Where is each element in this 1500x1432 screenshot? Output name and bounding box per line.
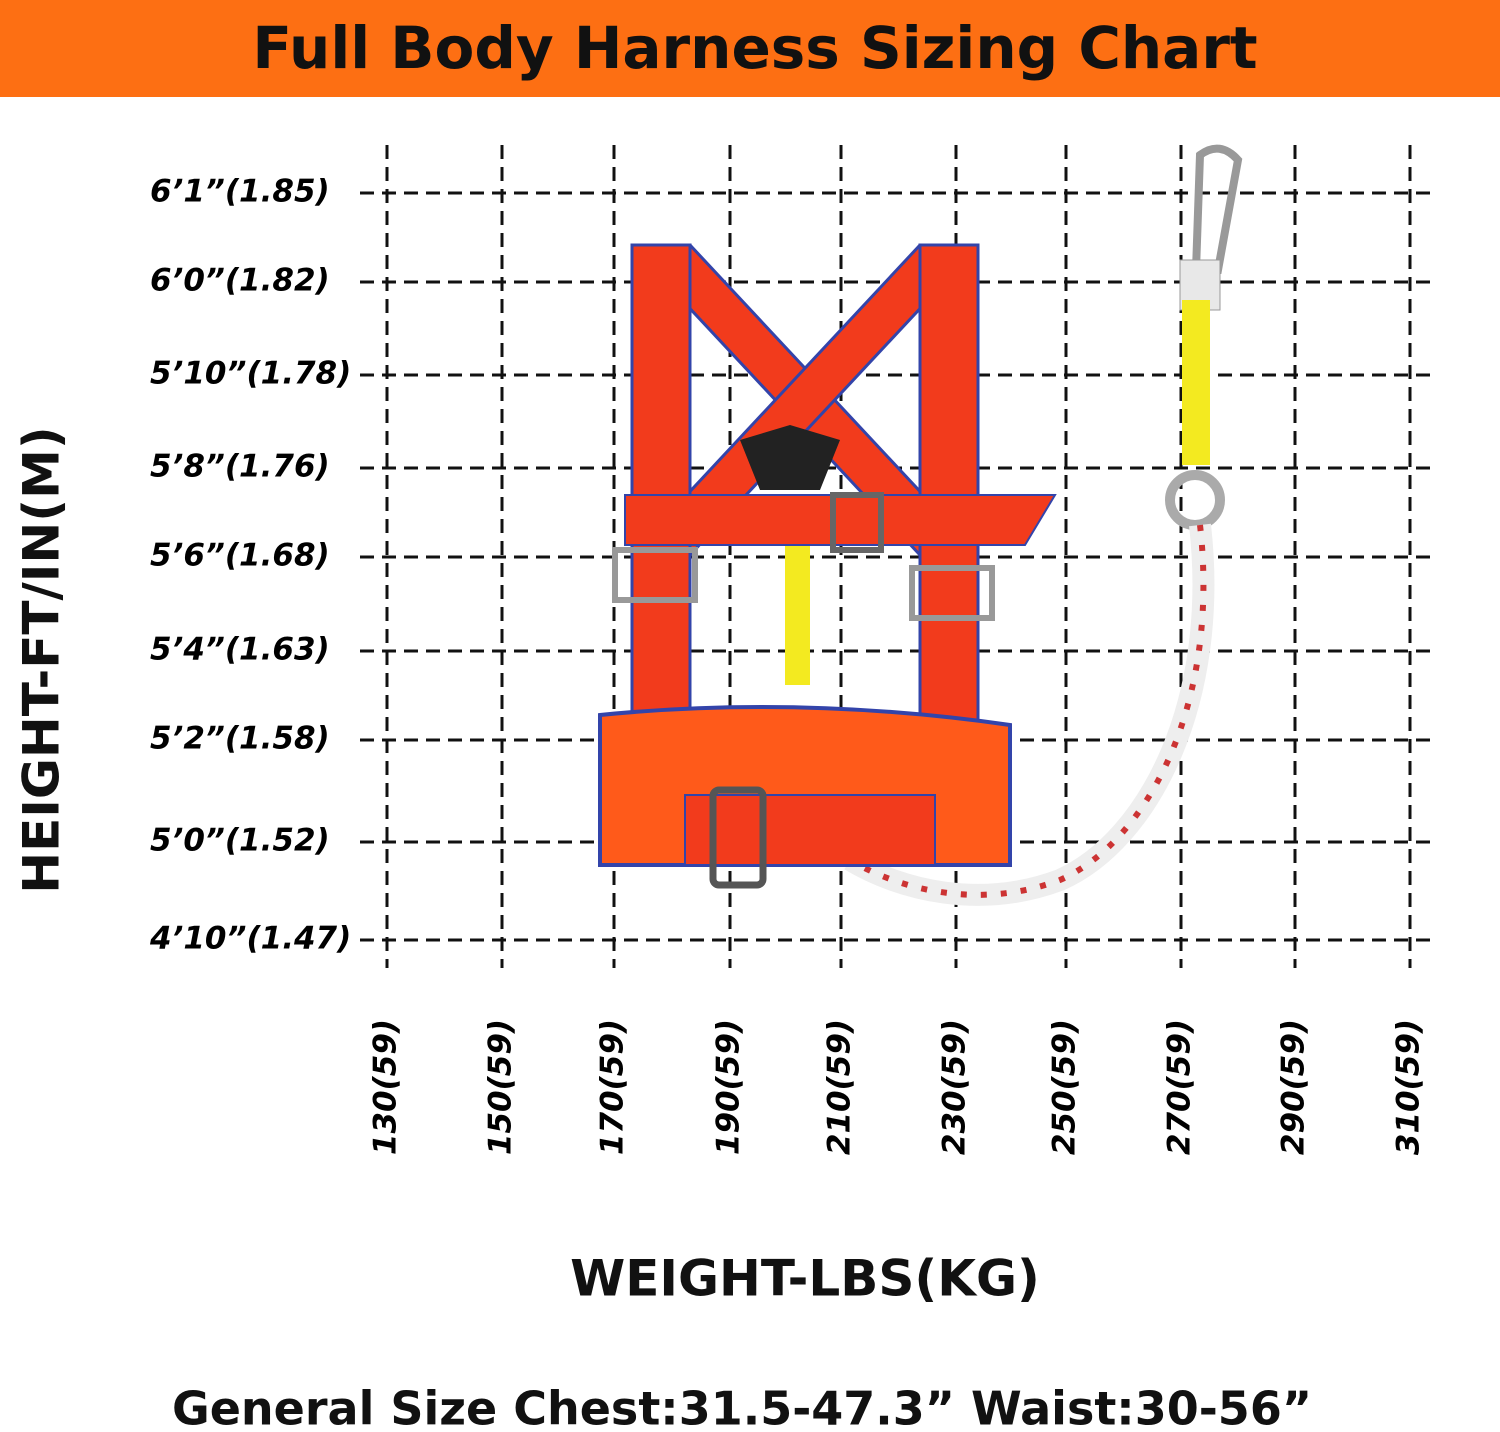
footer-text: General Size Chest:31.5-47.3” Waist:30-5… xyxy=(172,1382,1312,1432)
buckle xyxy=(709,786,767,889)
x-label: 150(59) xyxy=(483,1019,519,1155)
x-label: 250(59) xyxy=(1047,1019,1083,1155)
header-title: Full Body Harness Sizing Chart xyxy=(252,14,1257,82)
buckle xyxy=(909,565,995,621)
x-label: 130(59) xyxy=(368,1019,404,1155)
y-axis-title: HEIGHT-FT/IN(M) xyxy=(13,426,71,893)
harness-illustration xyxy=(598,144,1243,906)
x-label: 170(59) xyxy=(595,1019,631,1155)
y-label: 5’10”(1.78) xyxy=(150,356,351,392)
buckle xyxy=(612,547,698,603)
x-label: 190(59) xyxy=(711,1019,747,1155)
x-axis-title: WEIGHT-LBS(KG) xyxy=(570,1250,1040,1308)
ring xyxy=(1165,470,1225,530)
x-label: 290(59) xyxy=(1276,1019,1312,1155)
x-label: 210(59) xyxy=(822,1019,858,1155)
header-band xyxy=(0,0,1500,97)
x-label: 270(59) xyxy=(1162,1019,1198,1155)
y-label: 5’8”(1.76) xyxy=(150,449,330,485)
rope-pattern xyxy=(848,524,1207,898)
y-label: 5’4”(1.63) xyxy=(150,632,330,668)
x-label: 230(59) xyxy=(937,1019,973,1155)
y-label: 5’6”(1.68) xyxy=(150,538,330,574)
chest-strap xyxy=(624,494,1057,546)
y-label: 4’10”(1.47) xyxy=(149,921,351,957)
carabiner xyxy=(1191,144,1243,274)
buckle xyxy=(830,492,884,553)
rope-sleeve xyxy=(1182,300,1210,465)
y-label: 6’0”(1.82) xyxy=(150,263,330,299)
y-label: 5’0”(1.52) xyxy=(150,823,330,859)
buckle xyxy=(740,425,840,490)
y-label: 6’1”(1.85) xyxy=(150,174,330,210)
lanyard xyxy=(785,540,810,685)
x-label: 310(59) xyxy=(1391,1019,1427,1155)
belt-strap xyxy=(684,794,936,866)
y-label: 5’2”(1.58) xyxy=(150,721,330,757)
